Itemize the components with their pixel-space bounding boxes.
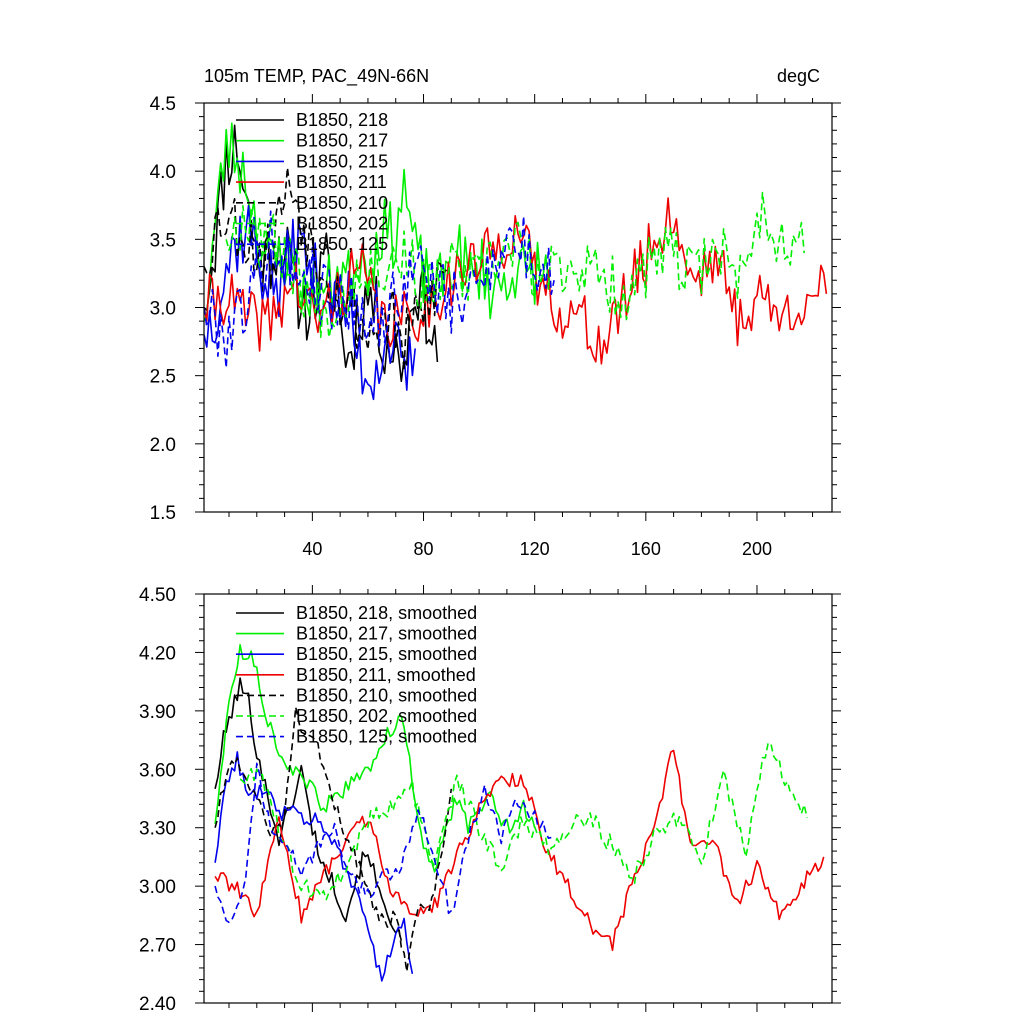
x-tick-label: 200 xyxy=(742,539,772,559)
axes-bottom: 2.40 2.70 3.00 3.30 3.60 3.90 4.20 4.50 xyxy=(139,585,841,1015)
y-tick-label: 3.90 xyxy=(139,702,176,723)
y-tick-label: 3.5 xyxy=(150,230,176,251)
series-line-top-1 xyxy=(204,122,550,322)
y-tick-label: 2.0 xyxy=(150,435,176,456)
axes-top: 40 80 120 160 200 1.5 2.0 2.5 3.0 3.5 4.0 4.5 xyxy=(150,94,841,559)
legend-label: B1850, 210, smoothed xyxy=(296,685,477,705)
legend-label: B1850, 218, smoothed xyxy=(296,603,477,623)
series-lines-top xyxy=(204,122,828,401)
y-tick-label: 3.0 xyxy=(150,299,176,320)
y-tick-label: 4.5 xyxy=(150,94,176,115)
chart-title: 105m TEMP, PAC_49N-66N xyxy=(204,66,429,87)
top-panel: 105m TEMP, PAC_49N-66N degC B1850, 218B1… xyxy=(150,66,841,559)
y-tick-label: 4.0 xyxy=(150,162,176,183)
series-line-bottom-1 xyxy=(214,644,536,873)
series-line-bottom-3 xyxy=(214,749,825,952)
series-line-top-0 xyxy=(204,124,439,383)
series-line-bottom-4 xyxy=(214,706,453,973)
legend-label: B1850, 125, smoothed xyxy=(296,727,477,747)
y-tick-label: 3.30 xyxy=(139,819,176,840)
plot-frame xyxy=(203,593,833,1004)
legend-label: B1850, 218 xyxy=(296,110,388,130)
x-tick-label: 120 xyxy=(520,539,550,559)
legend-label: B1850, 125 xyxy=(296,234,388,254)
y-tick-label: 3.00 xyxy=(139,877,176,898)
legend-label: B1850, 215 xyxy=(296,151,388,171)
y-tick-label: 2.5 xyxy=(150,367,176,388)
legend-label: B1850, 202, smoothed xyxy=(296,706,477,726)
units-label: degC xyxy=(777,66,820,86)
series-lines-bottom xyxy=(214,644,825,982)
legend-label: B1850, 217 xyxy=(296,131,388,151)
series-line-bottom-2 xyxy=(214,751,414,982)
y-tick-label: 3.60 xyxy=(139,760,176,781)
x-tick-label: 160 xyxy=(631,539,661,559)
y-tick-label: 4.20 xyxy=(139,643,176,664)
legend-label: B1850, 211, smoothed xyxy=(296,665,476,685)
series-line-top-2 xyxy=(204,205,416,401)
legend-label: B1850, 211 xyxy=(296,172,387,192)
series-line-top-4 xyxy=(204,166,450,372)
series-line-bottom-0 xyxy=(214,677,403,941)
legend-label: B1850, 217, smoothed xyxy=(296,624,477,644)
series-line-top-5 xyxy=(225,191,805,339)
series-line-bottom-5 xyxy=(239,742,808,901)
legend-label: B1850, 210 xyxy=(296,193,388,213)
y-tick-label: 2.40 xyxy=(139,994,176,1015)
y-tick-label: 2.70 xyxy=(139,936,176,957)
x-tick-label: 80 xyxy=(414,539,434,559)
y-tick-label: 4.50 xyxy=(139,585,176,606)
legend-label: B1850, 215, smoothed xyxy=(296,644,477,664)
y-tick-label: 1.5 xyxy=(150,503,176,524)
x-tick-label: 40 xyxy=(302,539,322,559)
legend-label: B1850, 202 xyxy=(296,214,388,234)
series-line-top-6 xyxy=(204,210,555,369)
